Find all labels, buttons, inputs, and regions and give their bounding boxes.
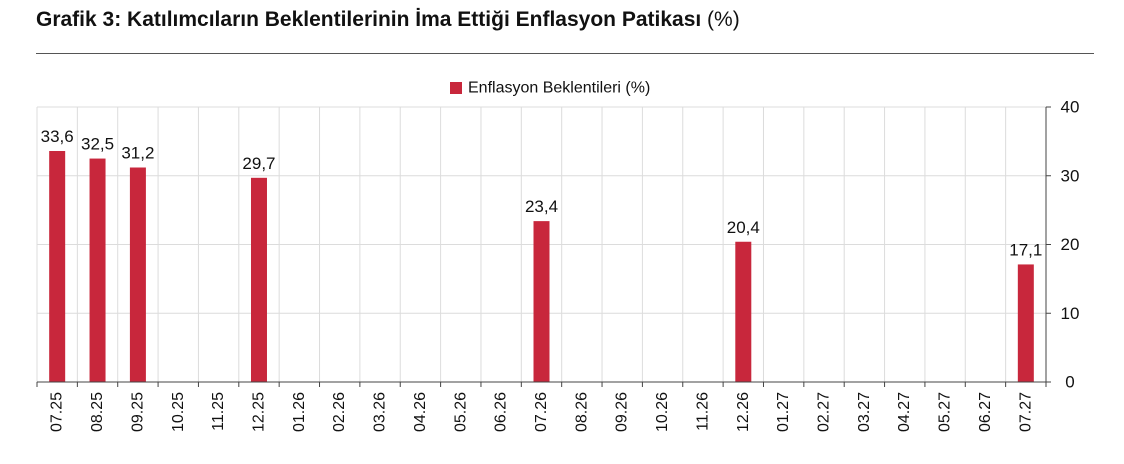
x-tick-label-04.27: 04.27 — [896, 392, 913, 432]
x-tick-label-08.25: 08.25 — [89, 392, 106, 432]
y-tick-label-0: 0 — [1065, 373, 1074, 392]
x-tick-label-06.26: 06.26 — [493, 392, 510, 432]
bar-08.25 — [89, 158, 106, 382]
bar-07.25 — [49, 151, 66, 382]
y-tick-label-40: 40 — [1061, 98, 1080, 117]
legend-swatch — [450, 82, 462, 94]
x-tick-label-01.26: 01.26 — [291, 392, 308, 432]
y-tick-label-20: 20 — [1061, 235, 1080, 254]
chart-title-text: Grafik 3: Katılımcıların Beklentilerinin… — [36, 8, 702, 31]
x-tick-label-12.25: 12.25 — [250, 392, 267, 432]
x-tick-label-11.25: 11.25 — [210, 392, 227, 431]
chart-title-unit: (%) — [707, 8, 740, 31]
x-tick-label-10.26: 10.26 — [654, 392, 671, 432]
legend: Enflasyon Beklentileri (%) — [450, 80, 650, 97]
x-tick-label-03.26: 03.26 — [372, 392, 389, 432]
x-tick-label-06.27: 06.27 — [977, 392, 994, 432]
x-tick-label-04.26: 04.26 — [412, 392, 429, 432]
x-tick-label-07.27: 07.27 — [1017, 392, 1034, 432]
y-tick-label-30: 30 — [1061, 166, 1080, 185]
bar-09.25 — [129, 167, 146, 382]
bar-07.27 — [1017, 264, 1034, 382]
x-tick-label-08.26: 08.26 — [573, 392, 590, 432]
bar-07.26 — [533, 221, 550, 382]
x-tick-label-10.25: 10.25 — [170, 392, 187, 432]
x-tick-label-05.26: 05.26 — [452, 392, 469, 432]
y-axis: 0 10 20 30 40 — [1045, 98, 1080, 392]
x-tick-label-03.27: 03.27 — [856, 392, 873, 432]
data-label-07.25: 33,6 — [41, 127, 74, 146]
bar-12.25 — [250, 177, 267, 382]
x-tick-label-02.26: 02.26 — [331, 392, 348, 432]
data-label-12.25: 29,7 — [242, 154, 275, 173]
x-tick-label-07.26: 07.26 — [533, 392, 550, 432]
data-label-08.25: 32,5 — [81, 135, 114, 154]
x-tick-label-11.26: 11.26 — [694, 392, 711, 431]
x-axis: 07.25 08.25 09.25 10.25 11.25 12.25 01.26 02.26… — [36, 381, 1047, 432]
x-tick-label-09.26: 09.26 — [614, 392, 631, 432]
x-tick-label-07.25: 07.25 — [49, 392, 66, 432]
title-divider — [36, 53, 1094, 54]
legend-label: Enflasyon Beklentileri (%) — [468, 80, 650, 97]
x-tick-label-05.27: 05.27 — [937, 392, 954, 432]
chart-title: Grafik 3: Katılımcıların Beklentilerinin… — [36, 8, 740, 32]
x-tick-label-12.26: 12.26 — [735, 392, 752, 432]
x-tick-label-09.25: 09.25 — [129, 392, 146, 432]
data-label-07.26: 23,4 — [525, 197, 558, 216]
data-label-09.25: 31,2 — [121, 144, 154, 163]
x-tick-label-01.27: 01.27 — [775, 392, 792, 432]
data-label-12.26: 20,4 — [727, 218, 760, 237]
data-label-07.27: 17,1 — [1009, 240, 1042, 259]
x-tick-label-02.27: 02.27 — [816, 392, 833, 432]
bars — [49, 151, 1034, 382]
y-tick-label-10: 10 — [1061, 304, 1080, 323]
bar-12.26 — [735, 241, 752, 382]
data-labels: 33,6 32,5 31,2 29,7 23,4 20,4 17,1 — [41, 127, 1043, 259]
